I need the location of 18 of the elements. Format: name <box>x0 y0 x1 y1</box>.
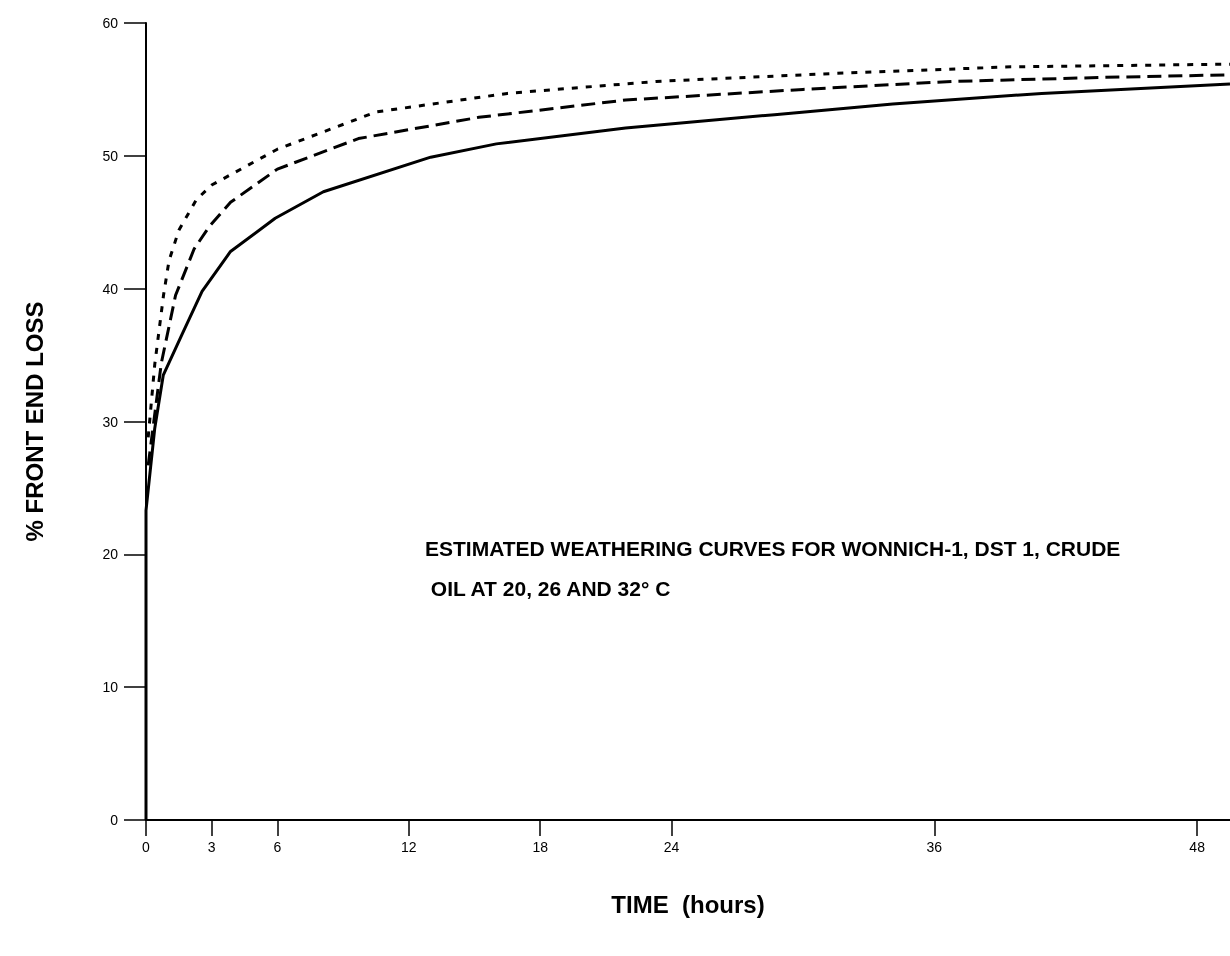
x-tick-label: 3 <box>207 839 216 855</box>
annotation: ESTIMATED WEATHERING CURVES FOR WONNICH-1, DST 1, CRUDE OIL AT 20, 26 AND 32° C <box>425 536 1121 600</box>
y-tick-label: 20 <box>102 546 119 563</box>
x-axis-title: TIME (hours) <box>611 890 765 918</box>
y-tick-label: 30 <box>102 413 119 430</box>
y-tick-label: 50 <box>102 147 119 164</box>
x-tick-label: 12 <box>401 839 417 855</box>
y-tick-label: 10 <box>102 679 119 696</box>
x-tick-label: 0 <box>142 839 151 855</box>
x-tick-label: 24 <box>663 839 680 855</box>
x-tick-label: 48 <box>1189 839 1206 855</box>
x-tick-label: 36 <box>926 839 943 855</box>
x-tick-label: 18 <box>532 839 549 855</box>
y-tick-label: 60 <box>102 15 119 31</box>
y-tick-label: 40 <box>102 280 119 297</box>
y-axis-title: % FRONT END LOSS <box>20 301 48 542</box>
x-tick-label: 6 <box>273 839 282 855</box>
y-tick-label: 0 <box>110 812 119 828</box>
